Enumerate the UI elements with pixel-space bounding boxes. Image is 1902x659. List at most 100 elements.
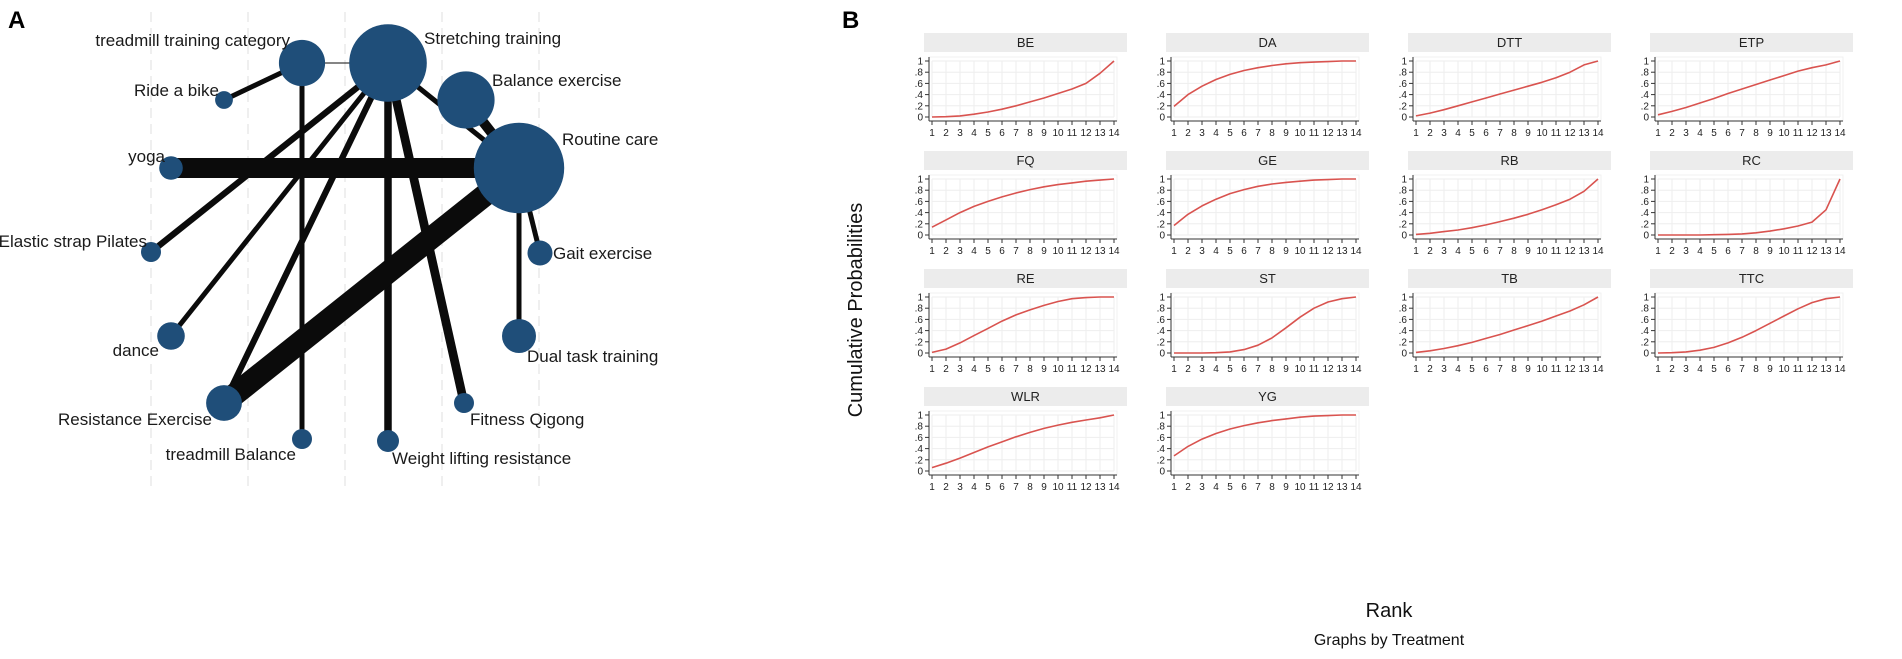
x-tick-label: 1	[1171, 246, 1177, 257]
y-axis-title: Cumulative Probabilities	[845, 203, 867, 418]
x-tick-label: 2	[943, 364, 949, 375]
x-tick-label: 1	[929, 128, 935, 139]
strip-label: RC	[1742, 153, 1761, 168]
x-tick-label: 6	[1483, 364, 1489, 375]
x-tick-label: 6	[1241, 482, 1247, 493]
y-tick-label: .4	[915, 326, 924, 337]
subplot-tb: TB0.2.4.6.811 2 3 4 5 6 7 8 9 10 11 12 13 14	[1399, 269, 1611, 375]
x-tick-label: 2	[1185, 128, 1191, 139]
strip-label: GE	[1258, 153, 1277, 168]
x-tick-label: 3	[1441, 128, 1447, 139]
node-label-dance: dance	[113, 341, 159, 360]
y-tick-label: .8	[915, 422, 924, 433]
x-tick-label: 4	[1455, 364, 1461, 375]
y-tick-label: .2	[915, 337, 924, 348]
plot-area	[929, 175, 1117, 239]
x-tick-label: 7	[1497, 246, 1503, 257]
x-tick-label: 12	[1806, 246, 1818, 257]
subplot-rb: RB0.2.4.6.811 2 3 4 5 6 7 8 9 10 11 12 13 14	[1399, 151, 1611, 257]
x-tick-label: 7	[1013, 364, 1019, 375]
y-tick-label: .6	[1641, 315, 1650, 326]
x-tick-label: 13	[1820, 246, 1832, 257]
x-tick-label: 9	[1525, 246, 1531, 257]
x-tick-label: 10	[1778, 246, 1790, 257]
x-tick-label: 1	[1171, 482, 1177, 493]
x-tick-label: 8	[1027, 128, 1033, 139]
strip-label: ST	[1259, 271, 1276, 286]
small-multiples: BE0.2.4.6.811 2 3 4 5 6 7 8 9 10 11 12 13 14DA0.2.4.6…	[915, 33, 1853, 493]
plot-area	[1413, 175, 1601, 239]
x-tick-label: 3	[1199, 128, 1205, 139]
x-tick-label: 8	[1027, 482, 1033, 493]
y-tick-label: 0	[1643, 231, 1649, 242]
y-tick-label: .4	[1399, 90, 1408, 101]
y-tick-label: 0	[1159, 349, 1165, 360]
x-tick-label: 13	[1094, 482, 1106, 493]
x-tick-label: 10	[1052, 364, 1064, 375]
x-tick-label: 11	[1067, 246, 1078, 257]
y-tick-label: .4	[1157, 326, 1166, 337]
strip-label: BE	[1017, 35, 1035, 50]
y-tick-label: 1	[1401, 175, 1407, 186]
y-tick-label: .6	[1157, 433, 1166, 444]
x-tick-label: 12	[1564, 364, 1576, 375]
x-tick-label: 10	[1536, 128, 1548, 139]
y-tick-label: .8	[1641, 68, 1650, 79]
x-tick-label: 1	[1655, 128, 1661, 139]
x-tick-label: 3	[1683, 246, 1689, 257]
node-label-gait-exercise: Gait exercise	[553, 244, 652, 263]
plot-area	[1655, 175, 1843, 239]
y-tick-label: .2	[1157, 455, 1166, 466]
x-tick-label: 1	[1413, 128, 1419, 139]
x-tick-label: 8	[1511, 128, 1517, 139]
x-tick-label: 4	[1697, 128, 1703, 139]
y-tick-label: .4	[1399, 326, 1408, 337]
x-tick-label: 12	[1322, 364, 1334, 375]
x-tick-label: 7	[1739, 246, 1745, 257]
y-tick-label: .2	[1641, 101, 1650, 112]
x-tick-label: 6	[1725, 128, 1731, 139]
strip-label: TTC	[1739, 271, 1764, 286]
x-tick-label: 7	[1013, 482, 1019, 493]
x-tick-label: 3	[1441, 246, 1447, 257]
y-tick-label: .4	[1641, 90, 1650, 101]
x-tick-label: 5	[1711, 128, 1717, 139]
figure: A B Stretching trainingtreadmill trainin…	[0, 0, 1902, 659]
x-tick-label: 9	[1283, 128, 1289, 139]
y-tick-label: .6	[1399, 197, 1408, 208]
x-tick-label: 6	[1725, 364, 1731, 375]
y-tick-label: .4	[915, 444, 924, 455]
x-tick-label: 14	[1592, 128, 1604, 139]
y-tick-label: .4	[1641, 326, 1650, 337]
x-tick-label: 6	[1241, 364, 1247, 375]
x-tick-label: 14	[1350, 128, 1362, 139]
strip-label: ETP	[1739, 35, 1764, 50]
strip-label: RB	[1500, 153, 1518, 168]
x-tick-label: 5	[1711, 364, 1717, 375]
x-tick-label: 7	[1255, 246, 1261, 257]
x-tick-label: 10	[1294, 246, 1306, 257]
x-tick-label: 5	[1469, 128, 1475, 139]
x-tick-label: 4	[1213, 364, 1219, 375]
graphs-by-note: Graphs by Treatment	[1314, 632, 1465, 649]
y-tick-label: .6	[1399, 315, 1408, 326]
y-tick-label: .4	[1641, 208, 1650, 219]
node-label-balance-exercise: Balance exercise	[492, 71, 621, 90]
x-tick-label: 10	[1536, 364, 1548, 375]
x-tick-label: 8	[1027, 364, 1033, 375]
x-tick-label: 4	[971, 482, 977, 493]
y-tick-label: .8	[1399, 304, 1408, 315]
x-tick-label: 14	[1108, 128, 1120, 139]
node-label-elastic-strap-pilates: Elastic strap Pilates	[0, 232, 147, 251]
x-tick-label: 7	[1255, 128, 1261, 139]
x-tick-label: 2	[943, 246, 949, 257]
y-tick-label: 0	[1159, 467, 1165, 478]
plot-area	[1413, 293, 1601, 357]
x-tick-label: 7	[1013, 246, 1019, 257]
x-tick-label: 13	[1578, 246, 1590, 257]
node-label-weight-lifting-resistance: Weight lifting resistance	[392, 449, 571, 468]
x-tick-label: 3	[957, 364, 963, 375]
plot-area	[929, 293, 1117, 357]
x-tick-label: 3	[1199, 482, 1205, 493]
